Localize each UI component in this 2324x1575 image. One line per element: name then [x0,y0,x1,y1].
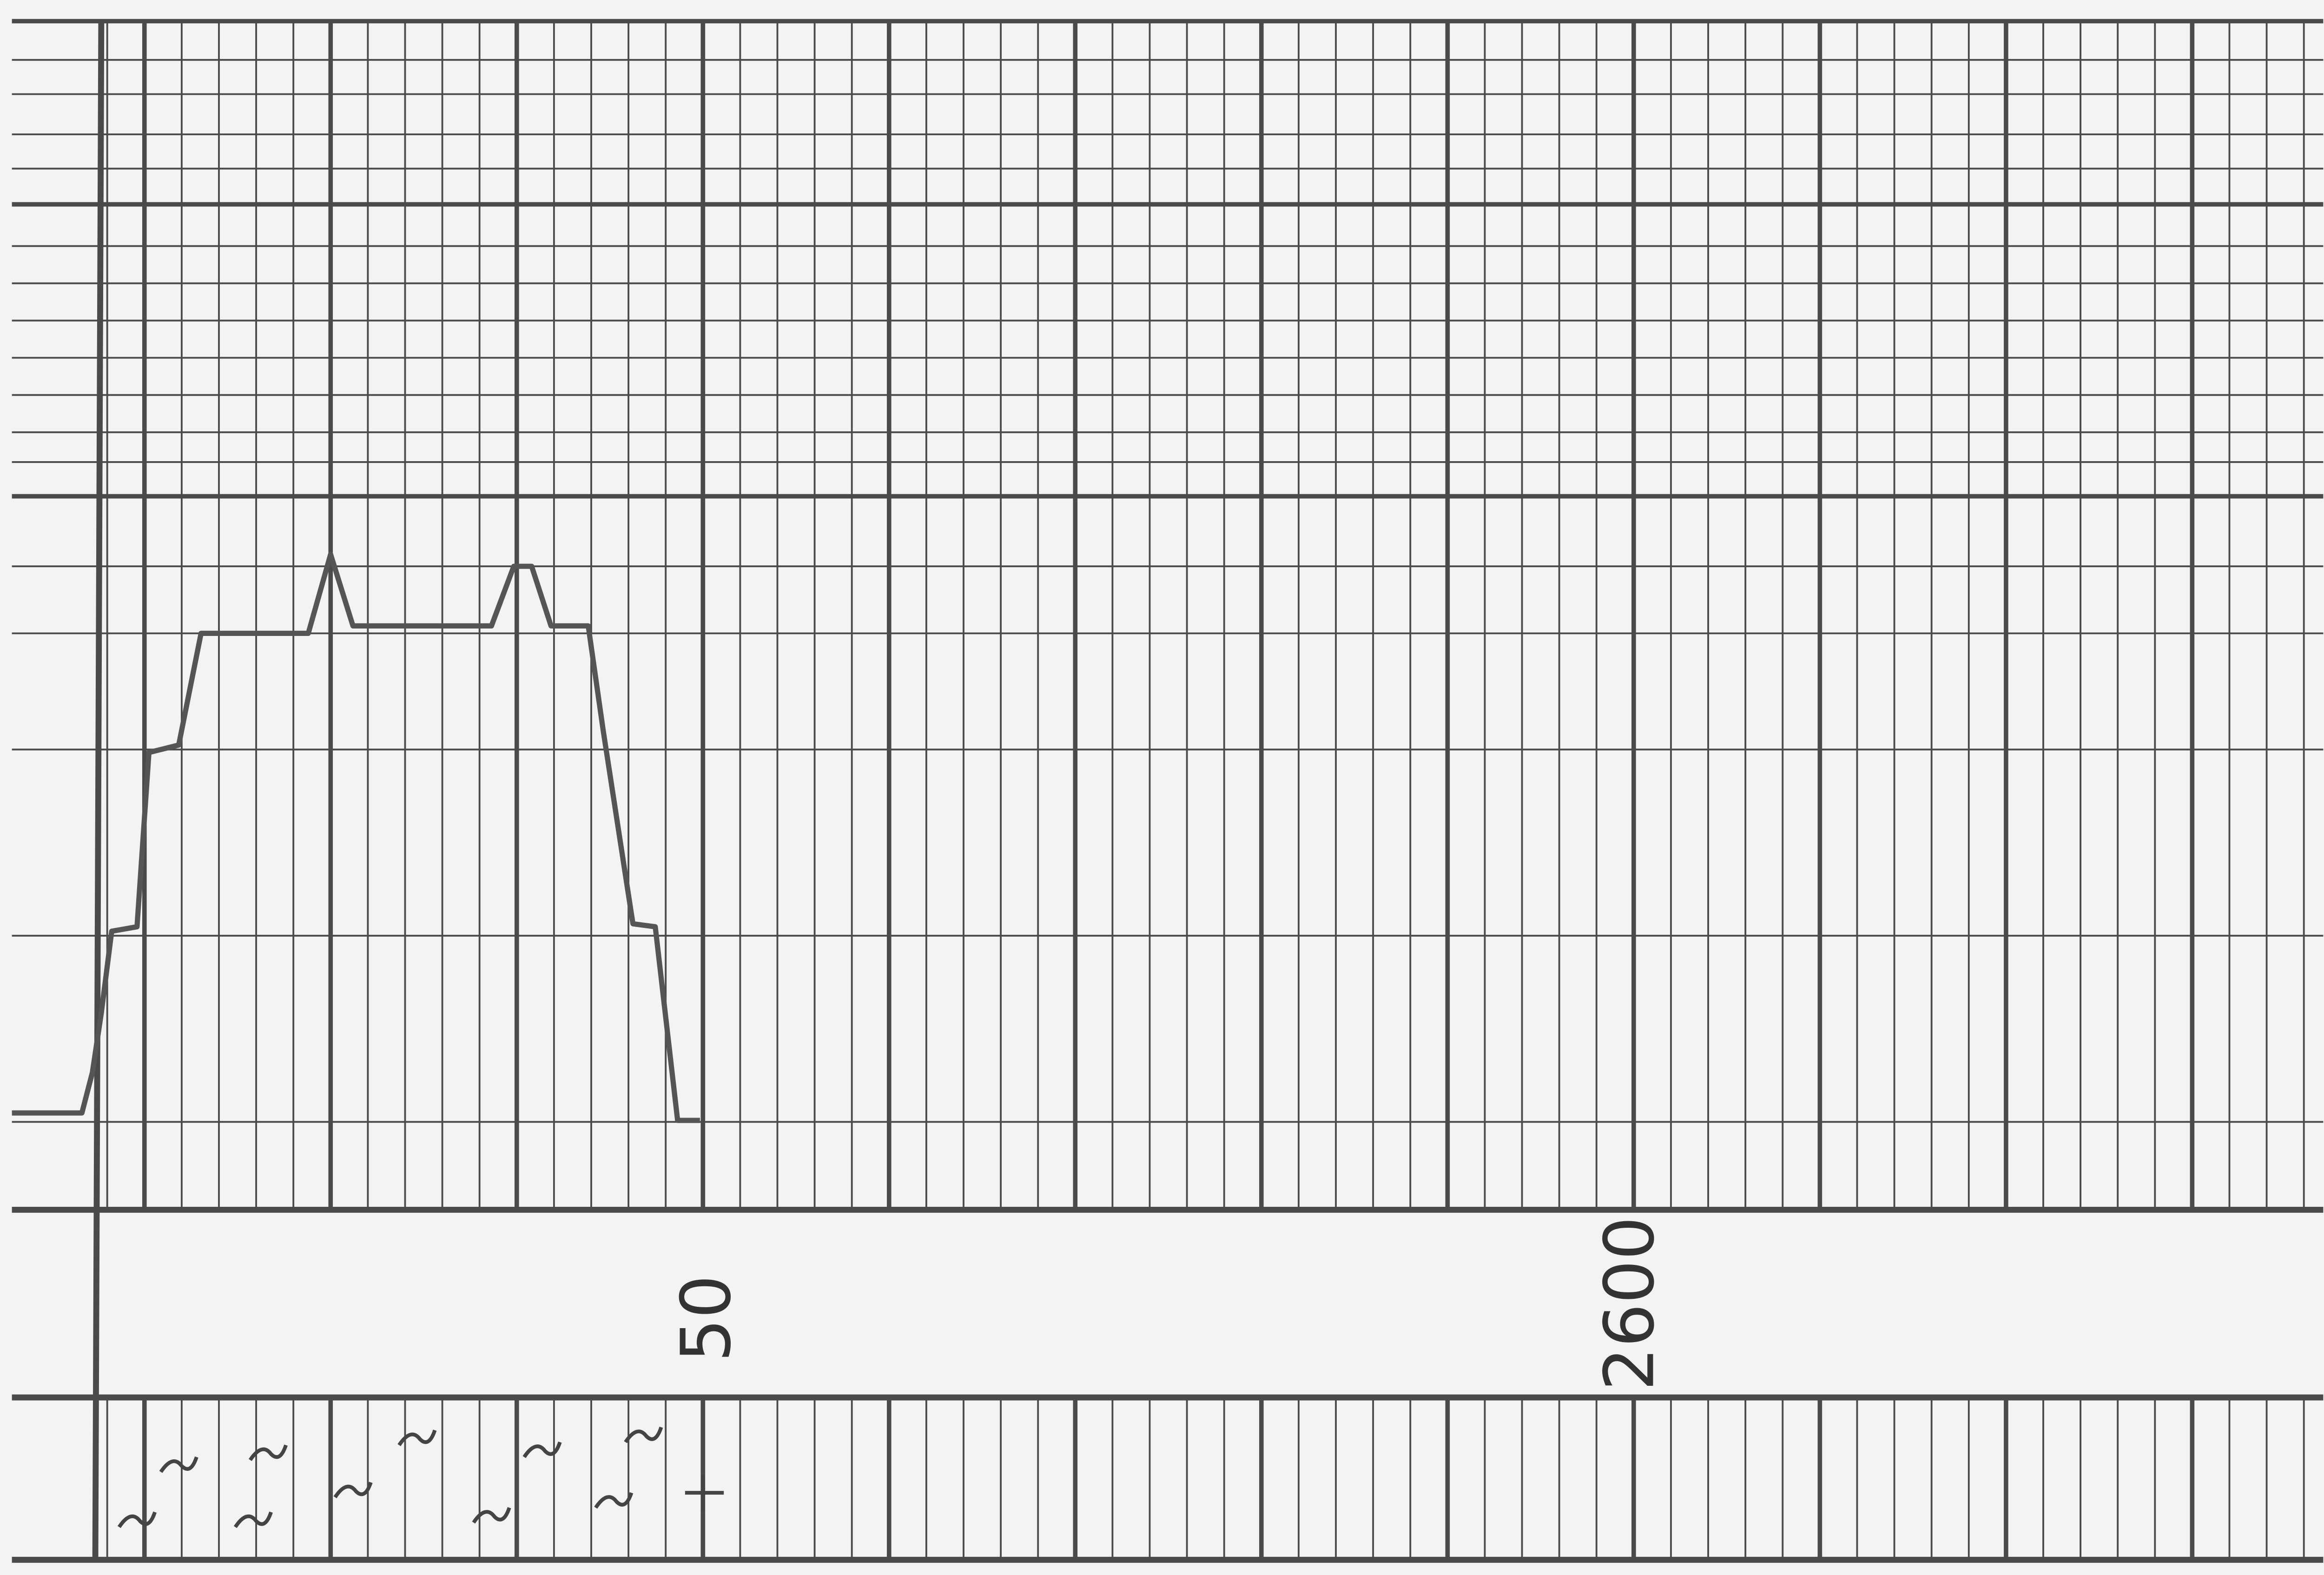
tick-scribbles [117,1426,724,1529]
recorder-trace [12,551,700,1123]
scale-label: 2600 [1590,1217,1670,1391]
left-axis [92,21,105,1560]
scale-label: 50 [666,1275,746,1362]
grid [12,19,2324,1563]
